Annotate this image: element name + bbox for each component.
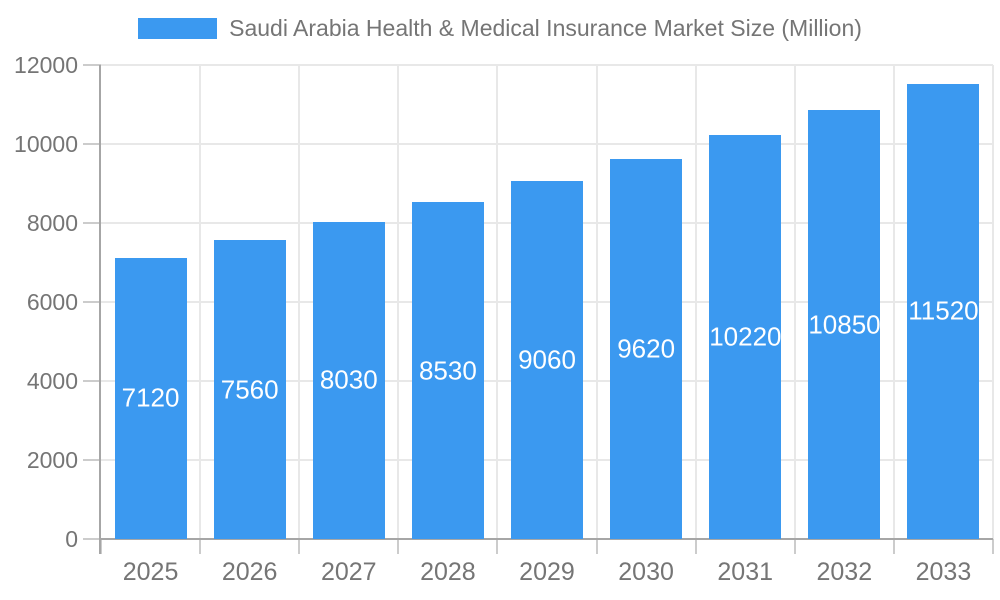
gridline-vertical (496, 65, 499, 539)
bar: 10850 (808, 110, 881, 539)
gridline-vertical (298, 65, 301, 539)
y-axis-tick (83, 538, 101, 540)
bar-value-label: 8030 (319, 364, 378, 395)
bar: 7120 (114, 257, 187, 539)
y-axis-tick-label: 8000 (26, 210, 78, 236)
gridline-horizontal (101, 64, 993, 66)
bar: 9060 (511, 181, 583, 539)
x-axis-tick (694, 539, 697, 554)
y-axis-tick (83, 222, 101, 224)
gridline-vertical (397, 65, 400, 539)
x-axis-tick (793, 539, 796, 554)
x-axis-tick (992, 539, 994, 554)
legend[interactable]: Saudi Arabia Health & Medical Insurance … (0, 15, 1000, 42)
gridline-vertical (992, 65, 994, 539)
x-axis-tick (595, 539, 598, 554)
gridline-vertical (892, 65, 895, 539)
bar-value-label: 10850 (808, 309, 881, 340)
y-axis-tick (83, 380, 101, 382)
y-axis-tick-label: 0 (65, 526, 78, 552)
bar-value-label: 9060 (518, 344, 576, 375)
x-axis-category-label: 2030 (618, 558, 674, 586)
x-axis-tick (199, 539, 202, 554)
bar-value-label: 7560 (220, 374, 279, 405)
gridline-vertical (595, 65, 598, 539)
bar-value-label: 10220 (709, 321, 782, 352)
bar-value-label: 9620 (617, 333, 676, 364)
x-axis-category-label: 2025 (122, 558, 179, 586)
x-axis-tick (298, 539, 301, 554)
bar-value-label: 8530 (418, 355, 477, 386)
x-axis-category-label: 2026 (221, 558, 278, 586)
bar: 10220 (709, 135, 782, 539)
gridline-vertical (199, 65, 202, 539)
bar: 7560 (213, 240, 286, 539)
y-axis-tick (83, 459, 101, 461)
y-axis-tick (83, 64, 101, 66)
x-axis-tick (496, 539, 499, 554)
y-axis-tick-label: 2000 (26, 447, 78, 473)
gridline-horizontal (101, 143, 993, 145)
bar: 8530 (411, 202, 484, 539)
bar: 8030 (312, 221, 385, 539)
bar-value-label: 11520 (908, 295, 979, 326)
legend-swatch (138, 18, 218, 39)
y-axis-line (99, 65, 101, 554)
x-axis-category-label: 2033 (915, 558, 972, 586)
y-axis-tick-label: 4000 (26, 368, 78, 394)
legend-label: Saudi Arabia Health & Medical Insurance … (229, 15, 862, 41)
x-axis-tick (100, 539, 102, 554)
y-axis-tick-label: 12000 (14, 52, 78, 78)
gridline-vertical (694, 65, 697, 539)
x-axis-tick (397, 539, 400, 554)
x-axis-tick (892, 539, 895, 554)
y-axis-tick (83, 301, 101, 303)
x-axis-line (99, 538, 993, 540)
bar: 11520 (907, 83, 980, 539)
x-axis-category-label: 2029 (519, 558, 575, 586)
x-axis-category-label: 2032 (816, 558, 873, 586)
y-axis-tick (83, 143, 101, 145)
x-axis-category-label: 2028 (420, 558, 476, 586)
y-axis-tick-label: 6000 (26, 289, 78, 315)
bar: 9620 (610, 159, 683, 539)
gridline-vertical (793, 65, 796, 539)
x-axis-category-label: 2027 (320, 558, 377, 586)
y-axis-tick-label: 10000 (14, 131, 78, 157)
x-axis-category-label: 2031 (717, 558, 774, 586)
bar-value-label: 7120 (121, 382, 180, 413)
